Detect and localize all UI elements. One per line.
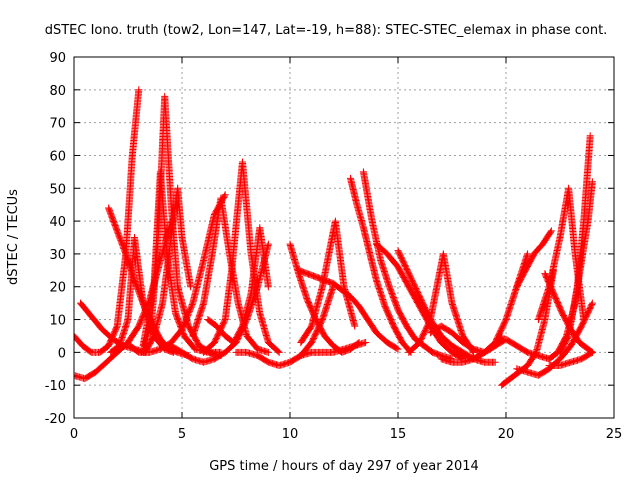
- y-tick-label: -10: [45, 379, 66, 394]
- series-arc-9: [141, 184, 195, 356]
- y-tick-label: 80: [49, 84, 66, 99]
- y-tick-label: 10: [49, 314, 66, 329]
- series-arc-13: [204, 224, 272, 346]
- series-arc-23: [405, 250, 478, 356]
- series-markers: [297, 339, 370, 360]
- x-tick-label: 5: [178, 427, 186, 442]
- series-arc-14: [232, 283, 337, 369]
- x-tick-label: 10: [282, 427, 299, 442]
- y-tick-label: 60: [49, 149, 66, 164]
- series-markers: [347, 174, 415, 356]
- series-markers: [513, 227, 555, 291]
- series-markers: [297, 217, 359, 346]
- chart-title: dSTEC Iono. truth (tow2, Lon=147, Lat=-1…: [45, 23, 608, 38]
- y-tick-label: 30: [49, 248, 66, 263]
- y-tick-label: -20: [45, 412, 66, 427]
- y-tick-label: 0: [58, 346, 66, 361]
- series-arc-28: [513, 227, 555, 291]
- y-tick-label: 90: [49, 51, 66, 66]
- series-arc-17: [297, 217, 359, 346]
- x-tick-label: 20: [498, 427, 515, 442]
- y-tick-label: 40: [49, 215, 66, 230]
- y-tick-label: 70: [49, 117, 66, 132]
- plot-frame: [73, 56, 615, 419]
- axis-ticks: 0 5 10 15 20 25 -20 -10 0 10 20 30 40 50 60 70 80 90: [45, 51, 623, 442]
- series-markers: [232, 283, 337, 369]
- y-tick-label: 50: [49, 182, 66, 197]
- data-series: [74, 86, 596, 389]
- x-tick-label: 0: [70, 427, 78, 442]
- x-axis-label: GPS time / hours of day 297 of year 2014: [209, 459, 479, 474]
- series-markers: [556, 132, 594, 356]
- series-markers: [545, 348, 596, 369]
- series-markers: [405, 250, 478, 356]
- series-arc-33: [556, 132, 594, 356]
- y-axis-label: dSTEC / TECUs: [6, 189, 21, 285]
- x-tick-label: 15: [390, 427, 407, 442]
- series-markers: [204, 224, 272, 346]
- series-markers: [141, 184, 195, 356]
- y-tick-label: 20: [49, 281, 66, 296]
- x-tick-label: 25: [606, 427, 623, 442]
- series-arc-34: [545, 348, 596, 369]
- series-arc-19: [347, 174, 415, 356]
- series-arc-18: [297, 339, 370, 360]
